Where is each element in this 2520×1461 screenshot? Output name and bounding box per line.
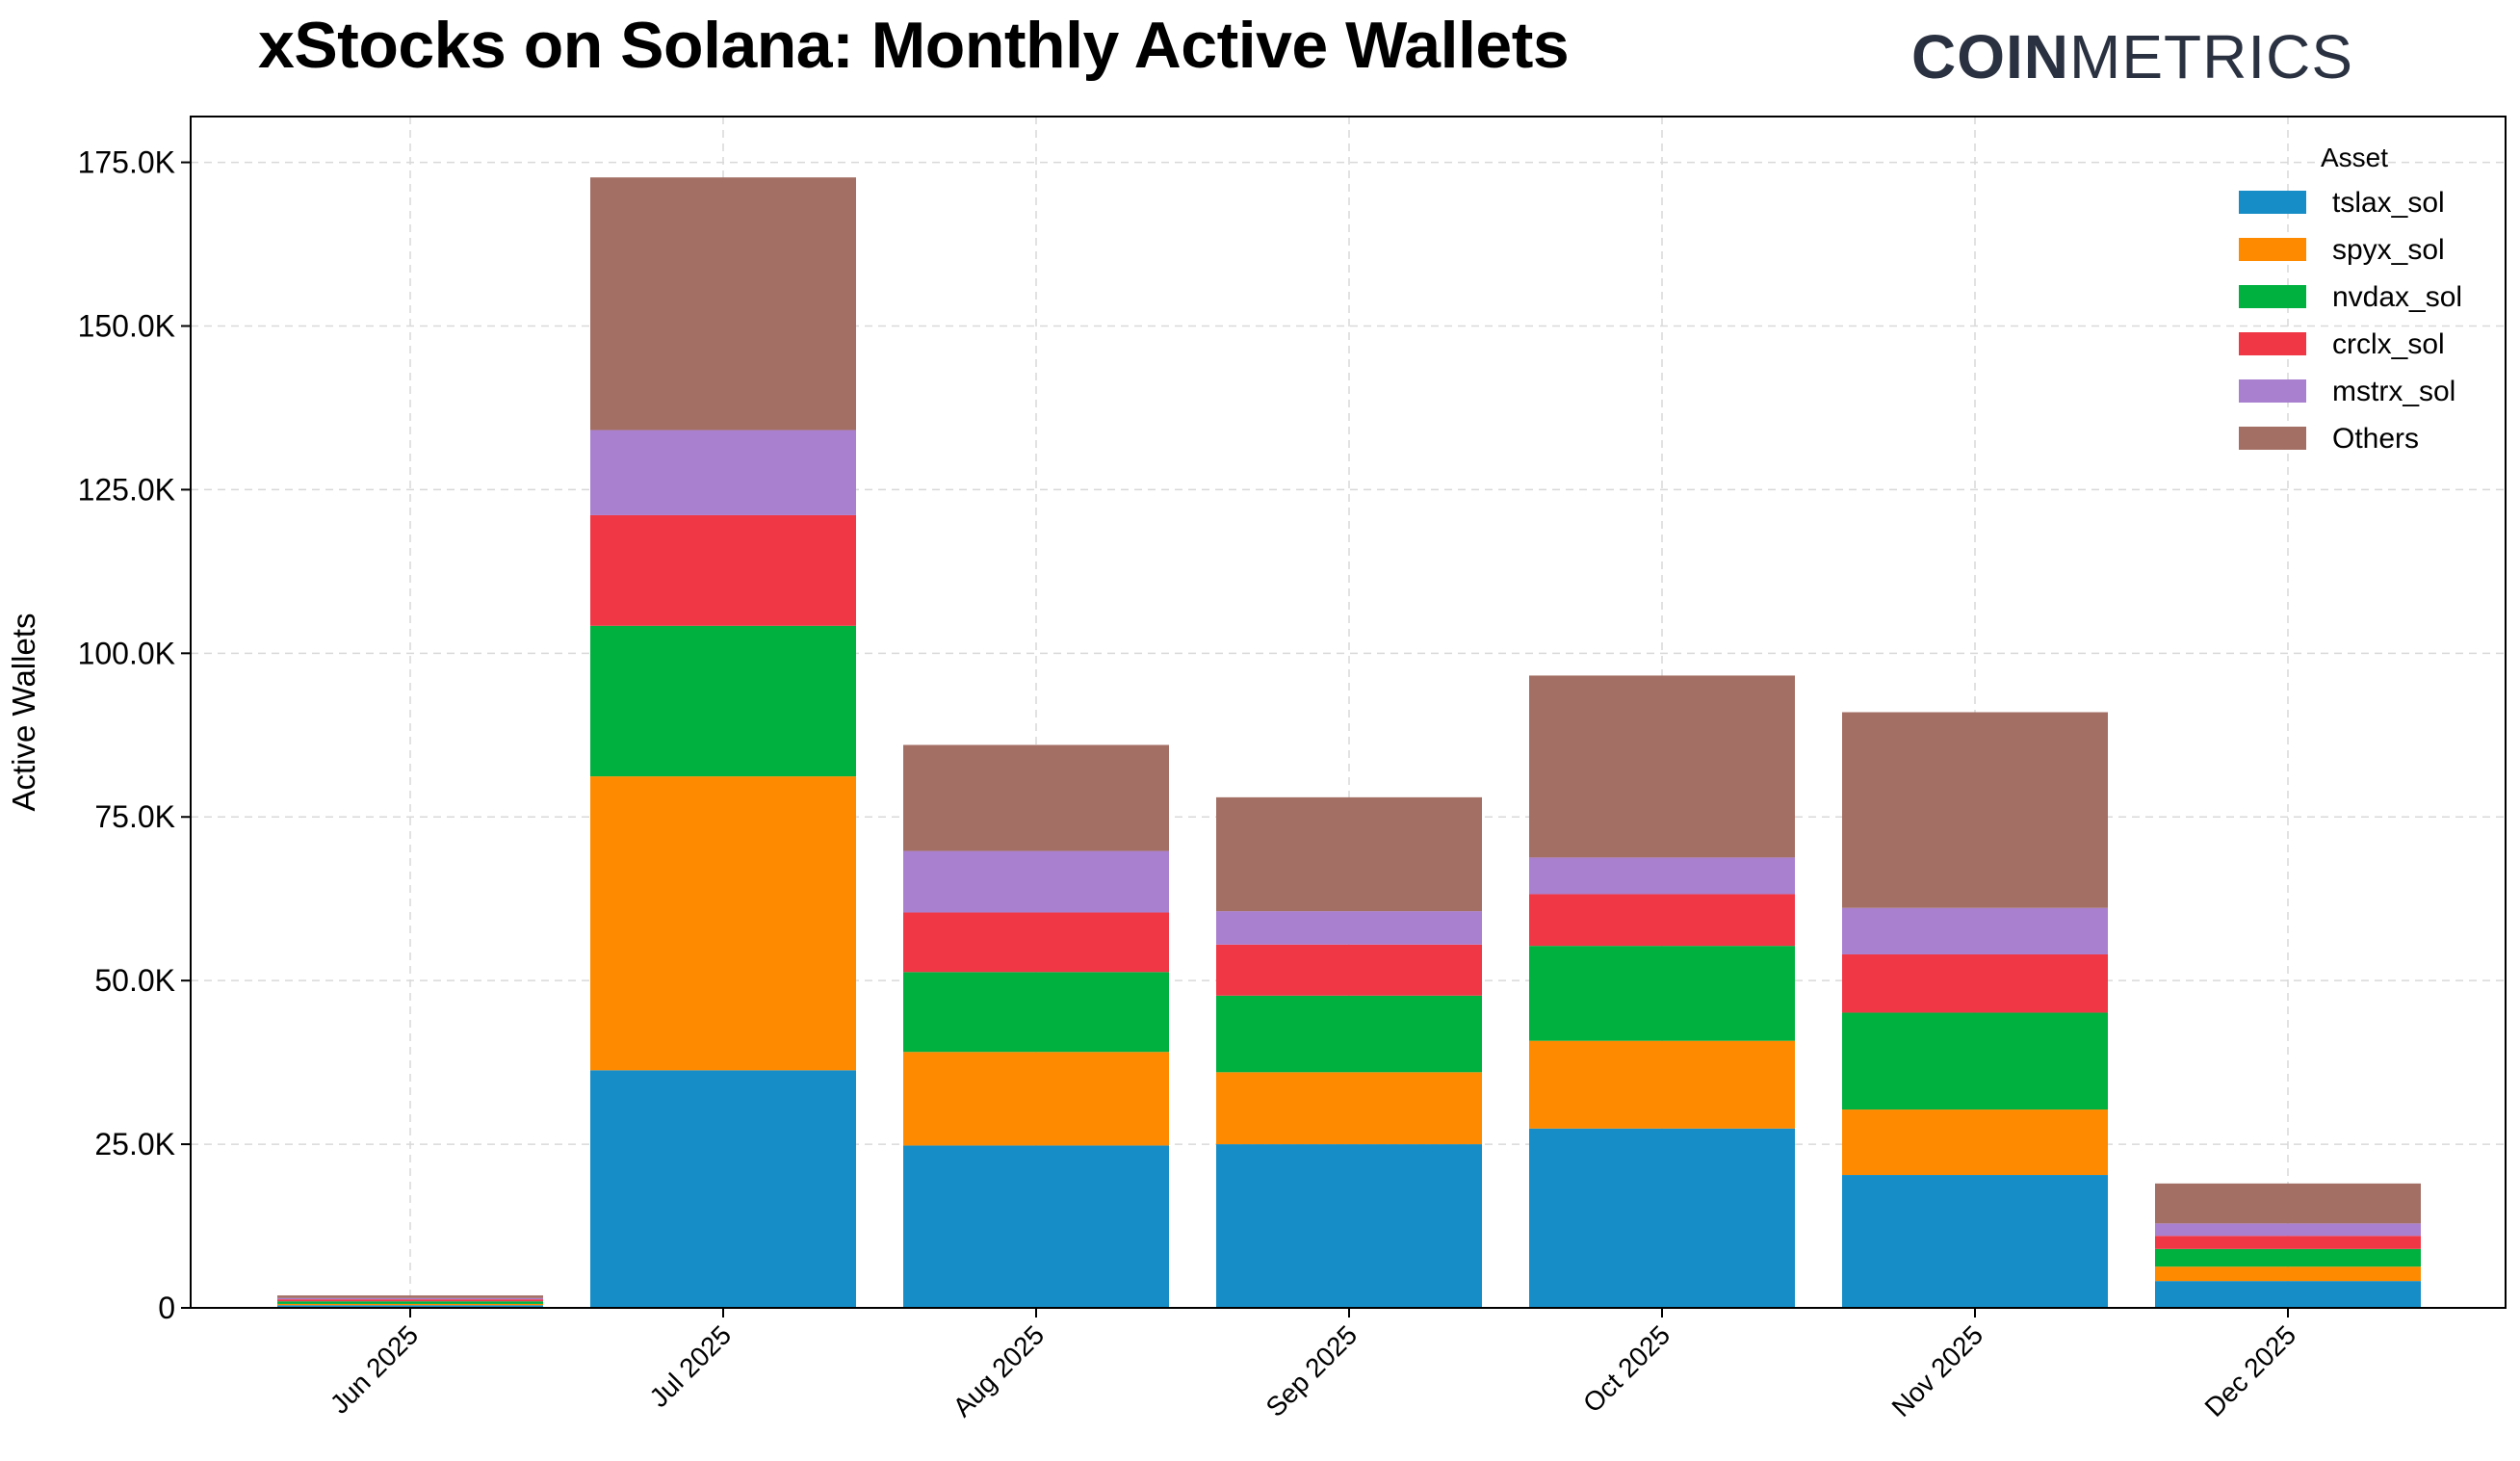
bar-Others-sep-2025 bbox=[1216, 796, 1482, 912]
y-axis-label: Active Wallets bbox=[6, 613, 41, 812]
bar-nvdax_sol-nov-2025 bbox=[1842, 1012, 2108, 1110]
bar-mstrx_sol-jul-2025 bbox=[590, 430, 856, 515]
logo-strong-text: COIN bbox=[1911, 22, 2069, 91]
legend-label-mstrx_sol: mstrx_sol bbox=[2332, 376, 2455, 407]
y-tick-label: 125.0K bbox=[78, 472, 175, 507]
bar-Others-jun-2025 bbox=[277, 1295, 543, 1298]
bar-mstrx_sol-sep-2025 bbox=[1216, 911, 1482, 945]
bar-spyx_sol-jun-2025 bbox=[277, 1303, 543, 1306]
legend-swatch-crclx_sol bbox=[2239, 332, 2306, 355]
x-tick-label: Oct 2025 bbox=[1577, 1319, 1676, 1418]
bar-tslax_sol-dec-2025 bbox=[2155, 1281, 2421, 1308]
y-tick-label: 50.0K bbox=[94, 963, 175, 998]
legend-label-nvdax_sol: nvdax_sol bbox=[2332, 281, 2462, 313]
x-tick-label: Dec 2025 bbox=[2199, 1319, 2302, 1422]
coinmetrics-logo: COINMETRICS bbox=[1911, 21, 2353, 92]
bar-nvdax_sol-jul-2025 bbox=[590, 625, 856, 777]
x-tick-label: Jul 2025 bbox=[643, 1319, 737, 1413]
bar-mstrx_sol-nov-2025 bbox=[1842, 907, 2108, 954]
legend-swatch-nvdax_sol bbox=[2239, 285, 2306, 308]
bar-tslax_sol-oct-2025 bbox=[1529, 1128, 1795, 1308]
logo-light-text: METRICS bbox=[2069, 22, 2353, 91]
bar-tslax_sol-nov-2025 bbox=[1842, 1175, 2108, 1308]
bars bbox=[277, 177, 2421, 1308]
y-axis: 0 25.0K 50.0K 75.0K 100.0K 125.0K 150.0K 175.0K bbox=[78, 145, 191, 1325]
bar-crclx_sol-aug-2025 bbox=[903, 912, 1169, 973]
legend-label-crclx_sol: crclx_sol bbox=[2332, 328, 2445, 360]
legend-swatch-mstrx_sol bbox=[2239, 379, 2306, 403]
bar-crclx_sol-oct-2025 bbox=[1529, 894, 1795, 947]
bar-mstrx_sol-aug-2025 bbox=[903, 850, 1169, 913]
bar-mstrx_sol-oct-2025 bbox=[1529, 857, 1795, 895]
bar-spyx_sol-nov-2025 bbox=[1842, 1109, 2108, 1176]
legend-label-Others: Others bbox=[2332, 423, 2419, 455]
bar-spyx_sol-dec-2025 bbox=[2155, 1266, 2421, 1282]
legend-swatch-tslax_sol bbox=[2239, 191, 2306, 214]
x-tick-label: Jun 2025 bbox=[325, 1319, 424, 1419]
y-tick-label: 25.0K bbox=[94, 1127, 175, 1161]
bar-Others-aug-2025 bbox=[903, 744, 1169, 851]
x-tick-label: Sep 2025 bbox=[1260, 1319, 1364, 1422]
bar-tslax_sol-aug-2025 bbox=[903, 1145, 1169, 1308]
y-tick-label: 175.0K bbox=[78, 145, 175, 180]
chart-title: xStocks on Solana: Monthly Active Wallet… bbox=[258, 9, 1570, 82]
legend: Asset tslax_sol spyx_sol nvdax_sol crclx_sol… bbox=[2239, 143, 2462, 455]
bar-spyx_sol-oct-2025 bbox=[1529, 1040, 1795, 1129]
bar-spyx_sol-jul-2025 bbox=[590, 776, 856, 1071]
x-tick-label: Aug 2025 bbox=[948, 1319, 1051, 1422]
x-axis: Jun 2025 Jul 2025 Aug 2025 Sep 2025 Oct 2025… bbox=[325, 1308, 2301, 1422]
bar-nvdax_sol-aug-2025 bbox=[903, 972, 1169, 1053]
bar-nvdax_sol-oct-2025 bbox=[1529, 946, 1795, 1041]
bar-crclx_sol-jun-2025 bbox=[277, 1299, 543, 1302]
bar-tslax_sol-jul-2025 bbox=[590, 1070, 856, 1308]
bar-nvdax_sol-sep-2025 bbox=[1216, 995, 1482, 1073]
bar-crclx_sol-jul-2025 bbox=[590, 514, 856, 626]
y-tick-label: 150.0K bbox=[78, 308, 175, 343]
bar-crclx_sol-nov-2025 bbox=[1842, 953, 2108, 1013]
bar-Others-dec-2025 bbox=[2155, 1183, 2421, 1224]
bar-mstrx_sol-dec-2025 bbox=[2155, 1223, 2421, 1237]
bar-mstrx_sol-jun-2025 bbox=[277, 1297, 543, 1300]
legend-title: Asset bbox=[2321, 143, 2388, 172]
bar-crclx_sol-dec-2025 bbox=[2155, 1236, 2421, 1249]
legend-swatch-spyx_sol bbox=[2239, 238, 2306, 261]
bar-crclx_sol-sep-2025 bbox=[1216, 944, 1482, 996]
y-tick-label: 100.0K bbox=[78, 636, 175, 670]
bar-Others-jul-2025 bbox=[590, 177, 856, 430]
y-tick-label: 0 bbox=[158, 1291, 175, 1325]
bar-tslax_sol-sep-2025 bbox=[1216, 1144, 1482, 1308]
legend-label-tslax_sol: tslax_sol bbox=[2332, 187, 2445, 219]
bar-tslax_sol-jun-2025 bbox=[277, 1305, 543, 1308]
bar-nvdax_sol-jun-2025 bbox=[277, 1301, 543, 1304]
legend-swatch-Others bbox=[2239, 427, 2306, 450]
bar-spyx_sol-sep-2025 bbox=[1216, 1072, 1482, 1145]
bar-Others-oct-2025 bbox=[1529, 675, 1795, 858]
bar-spyx_sol-aug-2025 bbox=[903, 1052, 1169, 1146]
y-tick-label: 75.0K bbox=[94, 799, 175, 834]
bar-Others-nov-2025 bbox=[1842, 712, 2108, 908]
legend-label-spyx_sol: spyx_sol bbox=[2332, 234, 2445, 266]
x-tick-label: Nov 2025 bbox=[1886, 1319, 1989, 1422]
bar-nvdax_sol-dec-2025 bbox=[2155, 1248, 2421, 1267]
